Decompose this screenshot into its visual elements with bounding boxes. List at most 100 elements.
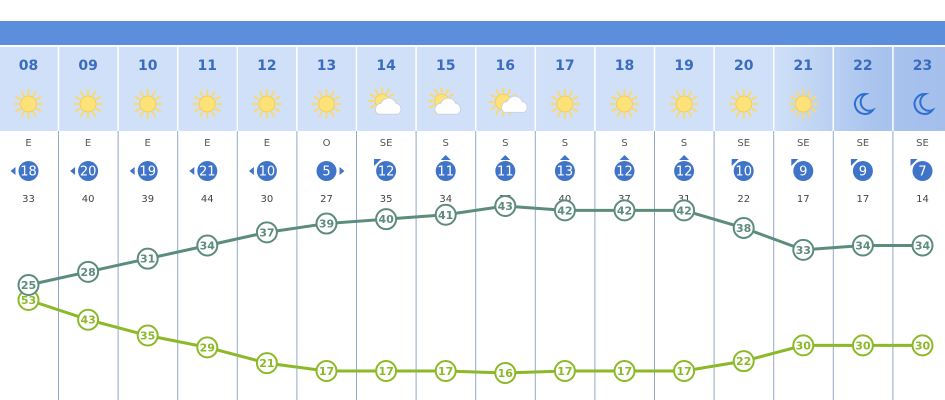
temperature-label: 42 <box>676 204 691 217</box>
temperature-point <box>732 216 755 239</box>
humidity-line <box>28 298 923 375</box>
sun-ray <box>632 108 638 112</box>
wind-badge <box>614 161 635 181</box>
sun-ray <box>139 90 144 97</box>
sun <box>735 95 753 113</box>
sun-ray <box>670 96 677 100</box>
wind-arrow <box>850 159 858 166</box>
humidity-point <box>911 334 934 357</box>
sun-ray <box>388 93 395 98</box>
humidity-label: 17 <box>676 365 691 378</box>
wind-arrow <box>440 155 451 160</box>
wind-badge <box>495 161 516 181</box>
sun-ray <box>572 108 579 112</box>
humidity-point <box>315 360 338 383</box>
wind-speed: 9 <box>799 165 807 180</box>
wind-gust: 14 <box>916 194 929 205</box>
hour-label: 14 <box>376 58 396 74</box>
sun <box>675 95 693 113</box>
humidity-label: 29 <box>200 341 215 354</box>
sun <box>198 95 216 113</box>
humidity-label: 35 <box>140 330 155 343</box>
wind-speed: 10 <box>735 165 752 180</box>
humidity-point <box>553 360 576 383</box>
sun-ray <box>253 96 260 100</box>
sun-ray <box>253 108 260 112</box>
wind-badge <box>733 161 754 181</box>
wind-gust: 17 <box>857 194 870 205</box>
sun-ray <box>735 90 740 97</box>
wind-gust: 39 <box>141 194 154 205</box>
wind-badge <box>78 161 99 181</box>
sun-ray <box>747 111 752 118</box>
temperature-point <box>613 199 636 222</box>
wind-gust: 33 <box>22 194 35 205</box>
wind-arrow <box>374 159 382 166</box>
humidity-point <box>494 362 517 384</box>
sun-ray <box>445 88 450 95</box>
humidity-point <box>613 360 636 383</box>
wind-direction: SE <box>857 138 870 149</box>
sun-ray <box>155 108 161 112</box>
sun-ray <box>676 90 681 97</box>
sun-ray <box>551 108 558 112</box>
humidity-label: 22 <box>736 355 751 368</box>
wind-badge <box>18 161 39 181</box>
wind-badge <box>316 161 337 181</box>
humidity-point <box>196 336 219 359</box>
sun-ray <box>334 96 340 100</box>
sun-ray <box>611 96 617 100</box>
weather-icon <box>132 89 163 119</box>
weather-icon <box>788 89 819 119</box>
sun-ray <box>611 108 617 112</box>
sun-ray <box>507 88 512 95</box>
wind-direction: S <box>502 138 508 149</box>
top-bar <box>0 21 945 45</box>
hour-label: 13 <box>317 58 336 74</box>
sun-ray <box>318 111 323 118</box>
wind-arrow <box>189 167 195 175</box>
sun-ray <box>194 96 200 100</box>
hour-label: 19 <box>674 58 693 74</box>
sun-ray <box>495 109 500 116</box>
wind-speed: 19 <box>139 165 156 180</box>
wind-badge <box>793 161 814 181</box>
humidity-label: 17 <box>557 365 572 378</box>
temperature-label: 42 <box>617 204 632 217</box>
temperature-point <box>494 195 517 217</box>
sun-ray <box>810 108 817 112</box>
sun-ray <box>751 96 757 100</box>
humidity-label: 30 <box>915 339 931 352</box>
sun-ray <box>32 111 37 118</box>
sun-ray <box>20 111 25 118</box>
sun-ray <box>385 88 390 95</box>
moon <box>853 92 877 115</box>
weather-icon <box>251 89 282 119</box>
temperature-label: 25 <box>21 279 36 292</box>
temperature-label: 34 <box>200 240 216 253</box>
wind-speed: 10 <box>259 165 276 180</box>
sun-ray <box>139 111 144 118</box>
sun-ray <box>551 96 558 100</box>
sun-ray <box>628 90 633 97</box>
sun <box>20 95 37 113</box>
wind-direction: E <box>204 138 210 149</box>
sun-ray <box>730 96 737 100</box>
wind-arrow <box>619 155 630 160</box>
weather-icon <box>488 87 528 117</box>
sun <box>616 95 633 113</box>
temperature-label: 37 <box>259 226 274 239</box>
hour-label: 09 <box>78 58 97 74</box>
weather-icon <box>192 89 223 119</box>
humidity-label: 17 <box>378 365 393 378</box>
cloud <box>374 97 402 115</box>
sun-ray <box>330 111 335 118</box>
wind-direction: S <box>443 138 449 149</box>
wind-speed: 12 <box>616 165 633 180</box>
humidity-label: 30 <box>855 339 871 352</box>
humidity-label: 17 <box>319 365 334 378</box>
sun-ray <box>747 90 752 97</box>
wind-gust: 27 <box>320 194 333 205</box>
sun-ray <box>95 96 102 100</box>
sun-ray <box>495 88 500 95</box>
